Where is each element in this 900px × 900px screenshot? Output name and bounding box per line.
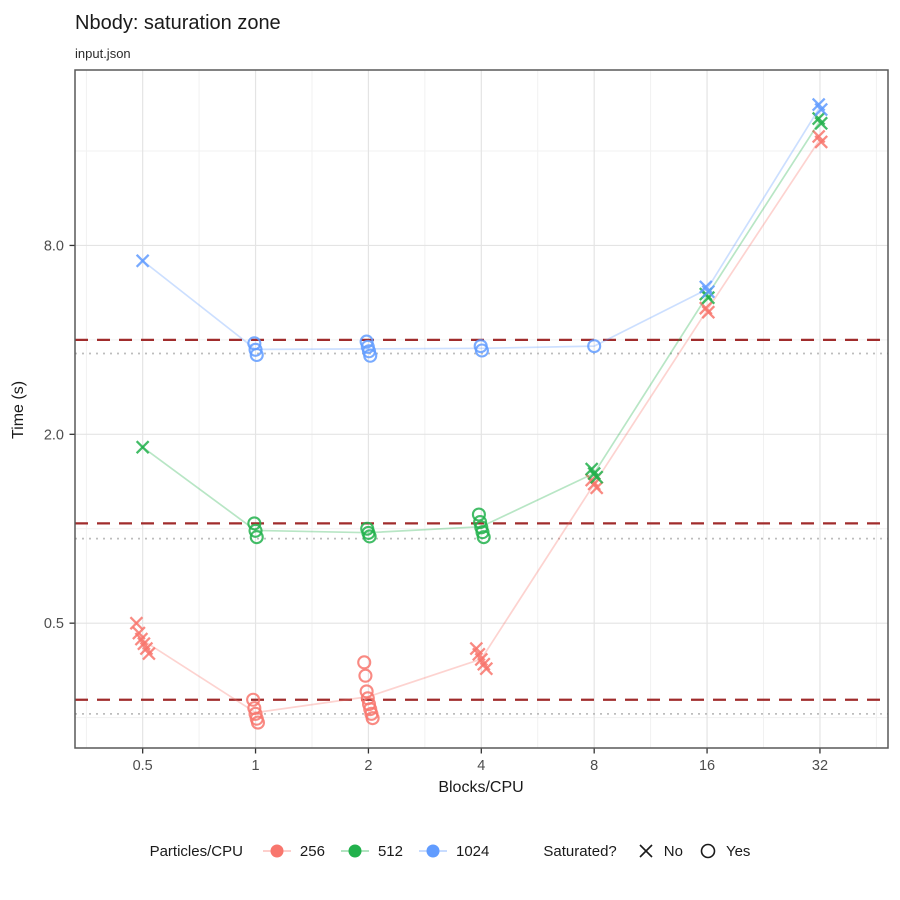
series-key-glyph <box>426 844 440 858</box>
legend-item-512: 512 <box>339 841 403 861</box>
legend-item-256: 256 <box>261 841 325 861</box>
data-point-cross <box>134 632 149 646</box>
series-key-glyph <box>270 844 284 858</box>
data-point-cross <box>139 641 154 656</box>
legend-shape-title: Saturated? <box>543 842 617 860</box>
x-tick-label: 16 <box>699 758 715 774</box>
y-tick-label: 2.0 <box>44 427 64 443</box>
data-point-cross <box>474 652 489 667</box>
series-key-icon <box>340 844 369 858</box>
data-point-cross <box>584 462 599 476</box>
legend-item-label: 1024 <box>455 842 490 860</box>
legend: Particles/CPU 256 512 1024 Saturated? No <box>0 841 900 861</box>
data-point-cross <box>814 135 829 149</box>
series-key-icon <box>262 844 291 858</box>
data-point-cross <box>476 657 491 672</box>
x-tick-label: 2 <box>364 758 372 774</box>
data-point-cross <box>589 481 604 495</box>
legend-item-1024: 1024 <box>417 841 489 861</box>
x-axis-label: Blocks/CPU <box>438 779 524 796</box>
data-point-circle <box>362 529 377 544</box>
data-point-circle <box>248 342 263 357</box>
data-point-cross <box>589 470 604 484</box>
legend-item-label: Yes <box>725 842 751 860</box>
data-point-cross <box>479 661 494 676</box>
data-point-circle <box>473 515 488 530</box>
x-tick-label: 8 <box>590 758 598 774</box>
data-point-circle <box>359 334 374 349</box>
data-point-circle <box>365 711 380 726</box>
data-point-cross <box>471 647 486 662</box>
x-tick-label: 0.5 <box>133 758 153 774</box>
data-point-circle <box>476 530 491 545</box>
data-point-circle <box>587 339 602 354</box>
data-point-circle <box>363 348 378 363</box>
x-tick-label: 32 <box>812 758 828 774</box>
panel-border <box>74 69 889 749</box>
x-tick-label: 1 <box>252 758 260 774</box>
legend-item-no: No <box>635 841 683 861</box>
data-point-cross <box>129 616 144 630</box>
data-point-circle <box>248 523 263 538</box>
data-point-cross <box>132 626 146 640</box>
x-tick-label: 4 <box>477 758 485 774</box>
data-point-cross <box>142 646 156 661</box>
legend-series-title: Particles/CPU <box>149 842 243 860</box>
data-point-circle <box>249 530 264 545</box>
data-point-circle <box>471 507 486 522</box>
data-point-cross <box>135 440 150 454</box>
series-key-glyph <box>348 844 362 858</box>
data-point-cross <box>701 290 716 305</box>
legend-item-label: 512 <box>377 842 403 860</box>
data-point-circle <box>474 343 489 358</box>
data-point-circle <box>357 655 372 670</box>
data-point-cross <box>701 305 716 320</box>
data-point-circle <box>358 668 373 683</box>
legend-item-label: 256 <box>299 842 325 860</box>
legend-item-yes: Yes <box>697 841 750 861</box>
chart-subtitle: input.json <box>75 46 131 61</box>
data-point-cross <box>137 636 151 651</box>
data-point-circle <box>359 684 374 699</box>
y-tick-label: 0.5 <box>44 616 64 632</box>
data-point-circle <box>246 692 261 707</box>
data-point-cross <box>811 111 826 126</box>
data-point-cross <box>814 116 829 131</box>
data-point-circle <box>250 715 265 730</box>
data-point-cross <box>135 253 150 268</box>
cross-icon <box>639 844 653 858</box>
chart-title: Nbody: saturation zone <box>75 12 281 34</box>
y-tick-label: 8.0 <box>44 238 64 254</box>
data-point-cross <box>811 129 826 144</box>
data-point-cross <box>469 641 484 656</box>
data-point-cross <box>701 284 716 299</box>
data-point-cross <box>811 97 826 112</box>
circle-icon <box>700 843 716 859</box>
data-point-circle <box>249 347 264 363</box>
legend-item-label: No <box>663 842 683 860</box>
data-point-cross <box>814 102 829 117</box>
data-point-cross <box>699 280 713 294</box>
series-key-icon <box>418 844 447 858</box>
data-point-circle <box>247 516 262 531</box>
